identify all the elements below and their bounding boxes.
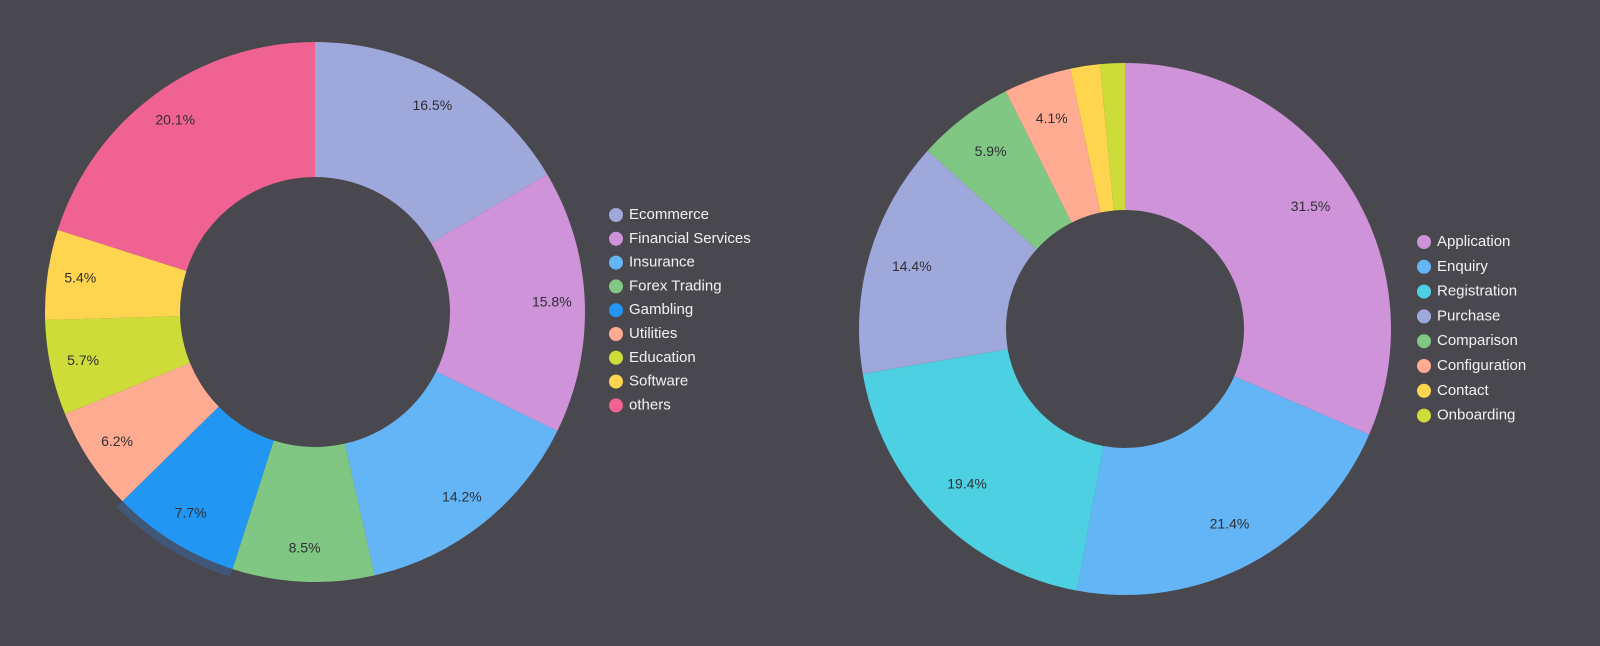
slice-software[interactable]: [45, 229, 187, 321]
slice-label-purchase: 14.4%: [892, 258, 932, 274]
legend-swatch-icon: [1417, 235, 1431, 249]
slice-label-configuration: 4.1%: [1036, 110, 1068, 126]
legend-label: Comparison: [1437, 332, 1518, 349]
legend-label: Insurance: [629, 254, 695, 271]
legend-label: Software: [629, 373, 688, 390]
legend-swatch-icon: [1417, 383, 1431, 398]
legend-label: others: [629, 396, 671, 413]
slice-purchase[interactable]: [859, 150, 1037, 374]
legend-label: Application: [1437, 233, 1510, 250]
legend-2: Application Enquiry Registration Purchase Co…: [1417, 233, 1526, 424]
legend-swatch-icon: [1417, 334, 1431, 349]
slice-others[interactable]: [57, 42, 315, 271]
legend-item-purchase[interactable]: Purchase: [1417, 307, 1500, 324]
slice-label-financial-services: 15.8%: [532, 293, 572, 309]
legend-swatch-icon: [1417, 309, 1431, 324]
slice-label-gambling: 7.7%: [175, 504, 207, 520]
slice-contact[interactable]: [1070, 64, 1114, 213]
legend-item-configuration[interactable]: Configuration: [1417, 357, 1526, 374]
legend-swatch-icon: [609, 208, 623, 222]
legend-swatch-icon: [1417, 284, 1431, 299]
slice-forex-trading[interactable]: [232, 440, 375, 582]
legend-label: Onboarding: [1437, 407, 1515, 424]
legend-item-ecommerce[interactable]: Ecommerce: [609, 206, 709, 223]
legend-label: Ecommerce: [629, 206, 709, 223]
legend-label: Purchase: [1437, 307, 1500, 324]
legend-swatch-icon: [1417, 408, 1431, 423]
legend-label: Configuration: [1437, 357, 1526, 374]
legend-item-utilities[interactable]: Utilities: [609, 325, 677, 342]
legend-item-onboarding[interactable]: Onboarding: [1417, 407, 1515, 424]
slice-label-application: 31.5%: [1291, 198, 1331, 214]
legend-item-gambling[interactable]: Gambling: [609, 301, 693, 318]
slice-configuration[interactable]: [1005, 68, 1101, 223]
legend-label: Utilities: [629, 325, 677, 342]
slice-label-enquiry: 21.4%: [1210, 516, 1250, 532]
slice-financial-services[interactable]: [431, 174, 585, 432]
legend-label: Education: [629, 349, 696, 366]
slice-education[interactable]: [45, 316, 191, 415]
legend-item-software[interactable]: Software: [609, 373, 688, 390]
donut-chart-2: 31.5% 21.4% 19.4% 14.4% 5.9% 4.1%: [859, 63, 1391, 595]
legend-label: Contact: [1437, 382, 1490, 399]
slice-gambling[interactable]: [122, 406, 274, 570]
slice-label-others: 20.1%: [155, 111, 195, 127]
legend-swatch-icon: [609, 327, 623, 341]
slice-application[interactable]: [1125, 63, 1391, 435]
legend-swatch-icon: [609, 374, 623, 389]
slice-comparison[interactable]: [927, 91, 1072, 250]
legend-swatch-icon: [609, 279, 623, 294]
slice-label-comparison: 5.9%: [975, 143, 1007, 159]
legend-swatch-icon: [609, 255, 623, 270]
donut-chart-1: 16.5% 15.8% 14.2% 8.5% 7.7% 6.2% 5.7% 5.4% 20.1%: [45, 42, 585, 582]
legend-item-contact[interactable]: Contact: [1417, 382, 1490, 399]
legend-swatch-icon: [609, 231, 623, 246]
legend-item-education[interactable]: Education: [609, 349, 696, 366]
legend-label: Registration: [1437, 283, 1517, 300]
slice-label-registration: 19.4%: [947, 476, 987, 492]
slice-onboarding[interactable]: [1099, 63, 1125, 211]
slice-utilities[interactable]: [65, 363, 219, 502]
legend-item-enquiry[interactable]: Enquiry: [1417, 258, 1488, 275]
legend-item-application[interactable]: Application: [1417, 233, 1510, 250]
slice-ecommerce[interactable]: [315, 42, 548, 244]
slice-label-education: 5.7%: [67, 352, 99, 368]
legend-item-financial-services[interactable]: Financial Services: [609, 230, 751, 247]
legend-label: Gambling: [629, 301, 693, 318]
slice-insurance[interactable]: [344, 371, 558, 576]
legend-swatch-icon: [609, 350, 623, 365]
legend-swatch-icon: [1417, 259, 1431, 274]
slice-enquiry[interactable]: [1076, 376, 1370, 595]
legend-item-others[interactable]: others: [609, 396, 671, 413]
legend-item-comparison[interactable]: Comparison: [1417, 332, 1518, 349]
legend-swatch-icon: [1417, 359, 1431, 373]
slice-registration[interactable]: [862, 349, 1104, 591]
legend-swatch-icon: [609, 303, 623, 318]
legend-1: Ecommerce Financial Services Insurance Fore…: [609, 206, 751, 413]
slice-highlight-gambling: [116, 501, 233, 577]
slice-label-forex-trading: 8.5%: [289, 539, 321, 555]
legend-label: Enquiry: [1437, 258, 1488, 275]
legend-label: Forex Trading: [629, 277, 722, 294]
slice-label-utilities: 6.2%: [101, 433, 133, 449]
legend-item-insurance[interactable]: Insurance: [609, 254, 695, 271]
legend-label: Financial Services: [629, 230, 751, 247]
legend-item-forex-trading[interactable]: Forex Trading: [609, 277, 722, 294]
legend-swatch-icon: [609, 398, 623, 413]
slice-label-ecommerce: 16.5%: [412, 97, 452, 113]
slice-label-insurance: 14.2%: [442, 489, 482, 505]
slice-label-software: 5.4%: [64, 270, 96, 286]
legend-item-registration[interactable]: Registration: [1417, 283, 1517, 300]
